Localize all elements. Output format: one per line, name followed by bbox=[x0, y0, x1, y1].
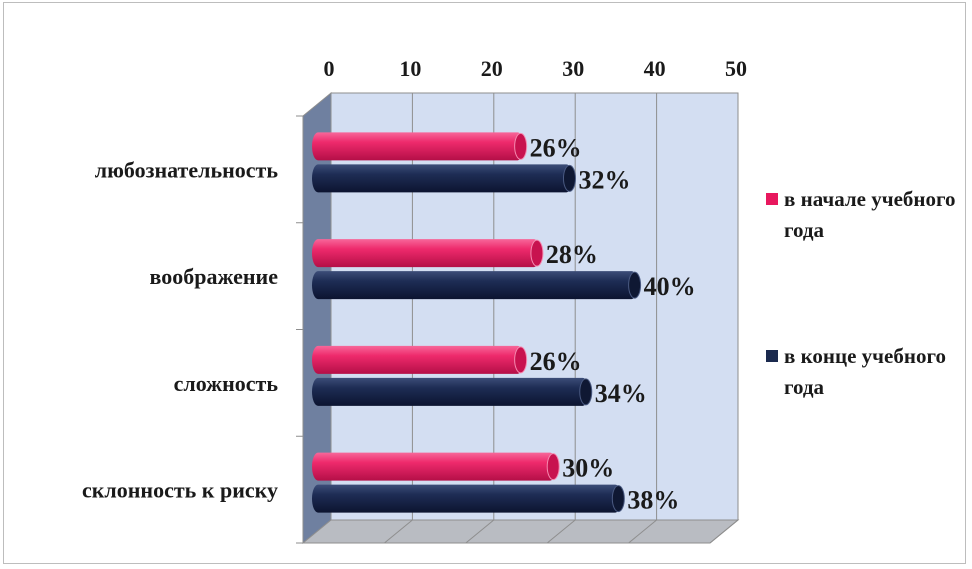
x-tick-label: 10 bbox=[399, 56, 421, 81]
bar bbox=[312, 484, 622, 513]
bar-end-cap bbox=[514, 346, 528, 374]
bar bbox=[312, 271, 638, 300]
legend-swatch-start bbox=[766, 193, 778, 205]
legend-label-start: в начале учебного года bbox=[784, 187, 956, 242]
data-label: 40% bbox=[644, 272, 696, 301]
data-label: 26% bbox=[530, 347, 582, 376]
category-label: склонность к риску bbox=[82, 478, 278, 503]
x-tick-label: 30 bbox=[562, 56, 584, 81]
bar bbox=[312, 452, 557, 481]
bar-end-cap bbox=[611, 485, 625, 513]
bar bbox=[312, 132, 524, 161]
floor-grid-line bbox=[628, 519, 657, 544]
x-axis-ticks: 0 10 20 30 40 50 bbox=[324, 56, 748, 81]
bars bbox=[312, 132, 642, 513]
plot-floor bbox=[301, 519, 740, 544]
data-label: 28% bbox=[546, 240, 598, 269]
category-label: любознательность bbox=[95, 157, 279, 182]
bar-end-cap bbox=[628, 271, 642, 299]
bar bbox=[312, 239, 540, 268]
category-label: сложность bbox=[174, 371, 279, 396]
category-axis-ticks bbox=[296, 115, 303, 544]
bar bbox=[312, 164, 573, 193]
data-label: 32% bbox=[578, 165, 630, 194]
category-label: воображение bbox=[149, 264, 278, 289]
data-label: 30% bbox=[562, 454, 614, 483]
data-label: 38% bbox=[627, 486, 679, 515]
bar-end-cap bbox=[579, 378, 593, 406]
legend-swatch-end bbox=[766, 350, 778, 362]
bar-end-cap bbox=[530, 239, 544, 267]
floor-grid-line bbox=[546, 519, 576, 544]
bar bbox=[312, 345, 524, 374]
x-tick-label: 0 bbox=[324, 56, 335, 81]
x-tick-label: 20 bbox=[481, 56, 503, 81]
data-labels: 26% 32% 28% 40% 26% 34% 30% 38% bbox=[530, 133, 696, 514]
legend-label-end: в конце учебного года bbox=[784, 344, 946, 399]
grid-lines bbox=[384, 93, 739, 544]
x-tick-label: 40 bbox=[644, 56, 666, 81]
x-tick-label: 50 bbox=[725, 56, 747, 81]
category-labels: любознательность воображение сложность скло… bbox=[82, 157, 278, 502]
floor-grid-line bbox=[384, 519, 413, 544]
floor-grid-line bbox=[709, 519, 739, 544]
data-label: 26% bbox=[530, 133, 582, 162]
bar-end-cap bbox=[514, 132, 528, 160]
bar-end-cap bbox=[546, 453, 560, 481]
bar bbox=[312, 377, 589, 406]
floor-grid-line bbox=[465, 519, 495, 544]
bar-end-cap bbox=[562, 164, 576, 192]
data-label: 34% bbox=[595, 379, 647, 408]
